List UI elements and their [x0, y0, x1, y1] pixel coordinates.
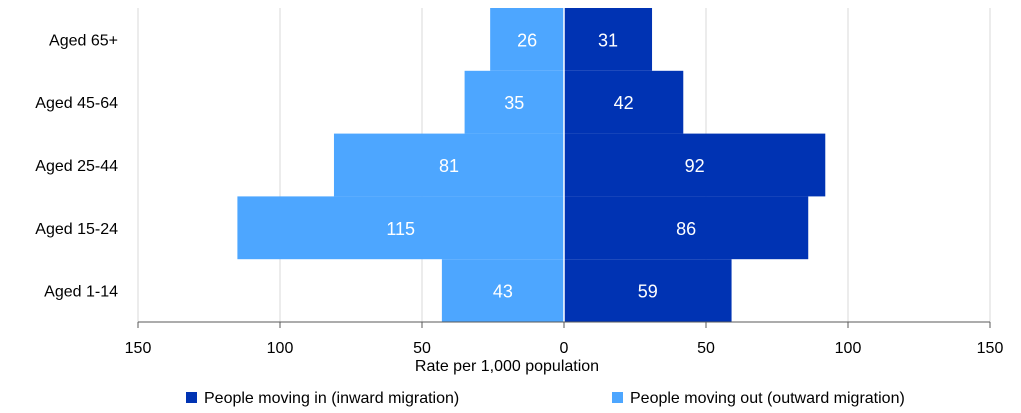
- x-tick-label: 100: [267, 340, 294, 357]
- x-tick-label: 50: [697, 340, 715, 357]
- x-tick-label: 100: [835, 340, 862, 357]
- category-label: Aged 45-64: [35, 95, 118, 112]
- x-tick-label: 150: [977, 340, 1004, 357]
- category-label: Aged 15-24: [35, 221, 118, 238]
- category-labels: Aged 65+ Aged 45-64 Aged 25-44 Aged 15-24 Ag…: [35, 32, 118, 300]
- bar-outward: [333, 133, 564, 197]
- bar-outward: [490, 8, 564, 71]
- x-axis: 150 100 50 0 50 100 150: [125, 321, 1004, 357]
- legend-label: People moving out (outward migration): [630, 390, 905, 407]
- x-tick-label: 50: [413, 340, 431, 357]
- data-label-outward: 43: [493, 282, 513, 302]
- data-label-inward: 86: [676, 219, 696, 239]
- x-axis-title: Rate per 1,000 population: [415, 358, 599, 375]
- bars: [237, 8, 826, 322]
- bar-inward: [564, 133, 826, 197]
- bar-outward: [464, 70, 564, 134]
- data-labels: 26 31 35 42 81 92 115 86 43 59: [386, 30, 704, 301]
- data-label-inward: 42: [614, 93, 634, 113]
- category-label: Aged 25-44: [35, 158, 118, 175]
- data-label-inward: 92: [685, 156, 705, 176]
- legend-swatch: [612, 392, 623, 403]
- category-label: Aged 65+: [49, 32, 118, 49]
- legend-label: People moving in (inward migration): [204, 390, 459, 407]
- x-tick-label: 0: [560, 340, 569, 357]
- legend-item: People moving out (outward migration): [612, 390, 905, 407]
- bar-inward: [564, 70, 684, 134]
- legend: People moving in (inward migration) Peopl…: [186, 390, 905, 407]
- data-label-inward: 31: [598, 30, 618, 50]
- data-label-inward: 59: [638, 282, 658, 302]
- legend-item: People moving in (inward migration): [186, 390, 459, 407]
- data-label-outward: 26: [517, 30, 537, 50]
- legend-swatch: [186, 392, 197, 403]
- data-label-outward: 35: [504, 93, 524, 113]
- bar-inward: [564, 8, 653, 71]
- bar-outward: [441, 259, 564, 322]
- bar-outward: [237, 196, 564, 260]
- category-label: Aged 1-14: [44, 284, 118, 301]
- data-label-outward: 81: [439, 156, 459, 176]
- data-label-outward: 115: [386, 219, 415, 239]
- x-tick-label: 150: [125, 340, 152, 357]
- bar-inward: [564, 259, 732, 322]
- bar-inward: [564, 196, 809, 260]
